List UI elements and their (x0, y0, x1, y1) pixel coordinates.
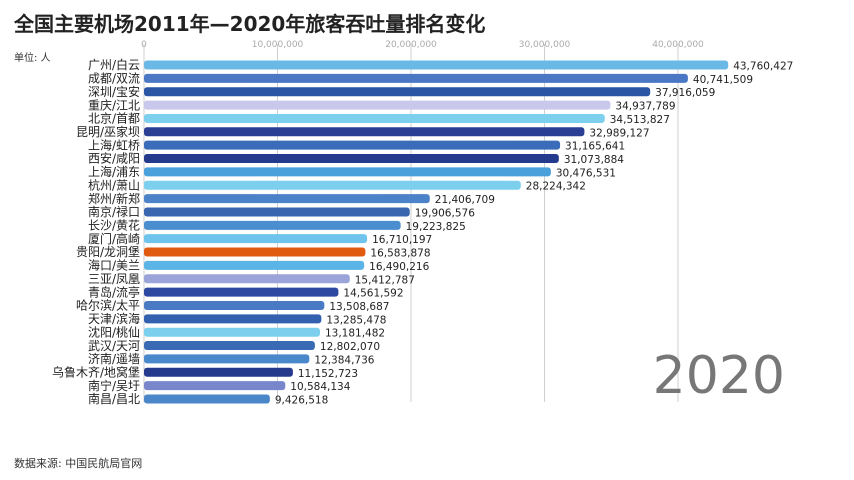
category-label: 沈阳/桃仙 (88, 324, 140, 339)
value-label: 15,412,787 (355, 274, 415, 286)
bar (144, 394, 270, 404)
category-label: 乌鲁木齐/地窝堡 (52, 364, 140, 379)
bar (144, 367, 293, 377)
value-label: 31,073,884 (564, 154, 624, 166)
value-label: 43,760,427 (733, 61, 793, 73)
category-label: 哈尔滨/太平 (76, 298, 140, 313)
chart-title: 全国主要机场2011年—2020年旅客吞吐量排名变化 (14, 12, 486, 36)
bar (144, 381, 286, 391)
bar (144, 341, 315, 351)
bars (144, 60, 729, 404)
category-label: 南宁/吴圩 (88, 378, 140, 393)
category-label: 北京/首都 (88, 112, 140, 126)
category-label: 西安/咸阳 (88, 151, 140, 166)
value-label: 28,224,342 (526, 181, 586, 193)
category-label: 厦门/高崎 (88, 231, 140, 246)
bar (144, 100, 611, 110)
bar (144, 113, 605, 123)
category-label: 济南/遥墙 (88, 351, 140, 366)
bar (144, 314, 322, 324)
value-label: 21,406,709 (435, 194, 495, 206)
value-label: 32,989,127 (589, 127, 649, 139)
bar (144, 327, 320, 337)
category-label: 广州/白云 (88, 57, 140, 72)
value-label: 34,513,827 (610, 114, 670, 126)
bar (144, 167, 551, 177)
bar (144, 260, 365, 270)
value-label: 12,802,070 (320, 341, 380, 353)
x-axis-ticks: 0 10,000,000 20,000,000 30,000,000 40,000,00… (141, 40, 704, 50)
value-label: 13,508,687 (329, 301, 389, 313)
year-label: 2020 (653, 346, 785, 406)
category-label: 青岛/流亭 (88, 284, 140, 299)
x-tick-label: 40,000,000 (652, 40, 704, 50)
bar (144, 87, 651, 97)
value-label: 19,906,576 (415, 207, 475, 219)
bar (144, 207, 410, 217)
x-tick-label: 0 (141, 40, 147, 50)
category-label: 海口/美兰 (88, 258, 140, 273)
category-label: 南京/禄口 (88, 204, 140, 219)
bar (144, 194, 430, 204)
category-label: 上海/虹桥 (88, 137, 140, 152)
bar (144, 274, 350, 284)
category-label: 三亚/凤凰 (88, 272, 140, 286)
x-tick-label: 10,000,000 (252, 40, 304, 50)
value-label: 16,490,216 (369, 261, 429, 273)
value-label: 10,584,134 (290, 381, 350, 393)
bar (144, 127, 585, 137)
value-label: 31,165,641 (565, 141, 625, 153)
bar (144, 287, 339, 297)
bar (144, 154, 559, 164)
value-label: 40,741,509 (693, 74, 753, 86)
category-label: 郑州/新郑 (88, 191, 140, 206)
value-label: 16,710,197 (372, 234, 432, 246)
category-label: 成都/双流 (88, 72, 140, 86)
value-label: 37,916,059 (655, 87, 715, 99)
category-label: 贵阳/龙洞堡 (76, 244, 140, 259)
category-label: 杭州/萧山 (88, 177, 140, 192)
bar (144, 300, 325, 310)
value-label: 12,384,736 (314, 354, 374, 366)
bar (144, 247, 366, 257)
category-label: 长沙/黄花 (88, 218, 140, 233)
x-tick-label: 30,000,000 (519, 40, 571, 50)
category-label: 昆明/巫家坝 (76, 124, 140, 139)
value-label: 34,937,789 (615, 101, 675, 113)
value-label: 19,223,825 (406, 221, 466, 233)
bar (144, 354, 310, 364)
category-label: 南昌/昌北 (88, 391, 140, 406)
value-label: 11,152,723 (298, 368, 358, 380)
value-label: 14,561,592 (343, 288, 403, 300)
x-tick-label: 20,000,000 (385, 40, 437, 50)
unit-label: 单位: 人 (14, 53, 51, 64)
bar (144, 180, 521, 190)
bar (144, 220, 401, 230)
value-label: 16,583,878 (370, 248, 430, 260)
category-labels: 广州/白云成都/双流深圳/宝安重庆/江北北京/首都昆明/巫家坝上海/虹桥西安/咸… (52, 57, 140, 406)
category-label: 天津/滨海 (88, 311, 140, 326)
value-label: 9,426,518 (275, 395, 328, 407)
bar (144, 73, 688, 83)
bar (144, 234, 368, 244)
value-label: 13,285,478 (326, 314, 386, 326)
bar (144, 60, 729, 70)
category-label: 重庆/江北 (88, 98, 140, 112)
category-label: 深圳/宝安 (88, 84, 140, 99)
source-label: 数据来源: 中国民航局官网 (14, 457, 143, 470)
bar (144, 140, 561, 150)
category-label: 上海/浦东 (88, 164, 140, 179)
category-label: 武汉/天河 (88, 339, 140, 353)
value-label: 30,476,531 (556, 167, 616, 179)
value-label: 13,181,482 (325, 328, 385, 340)
